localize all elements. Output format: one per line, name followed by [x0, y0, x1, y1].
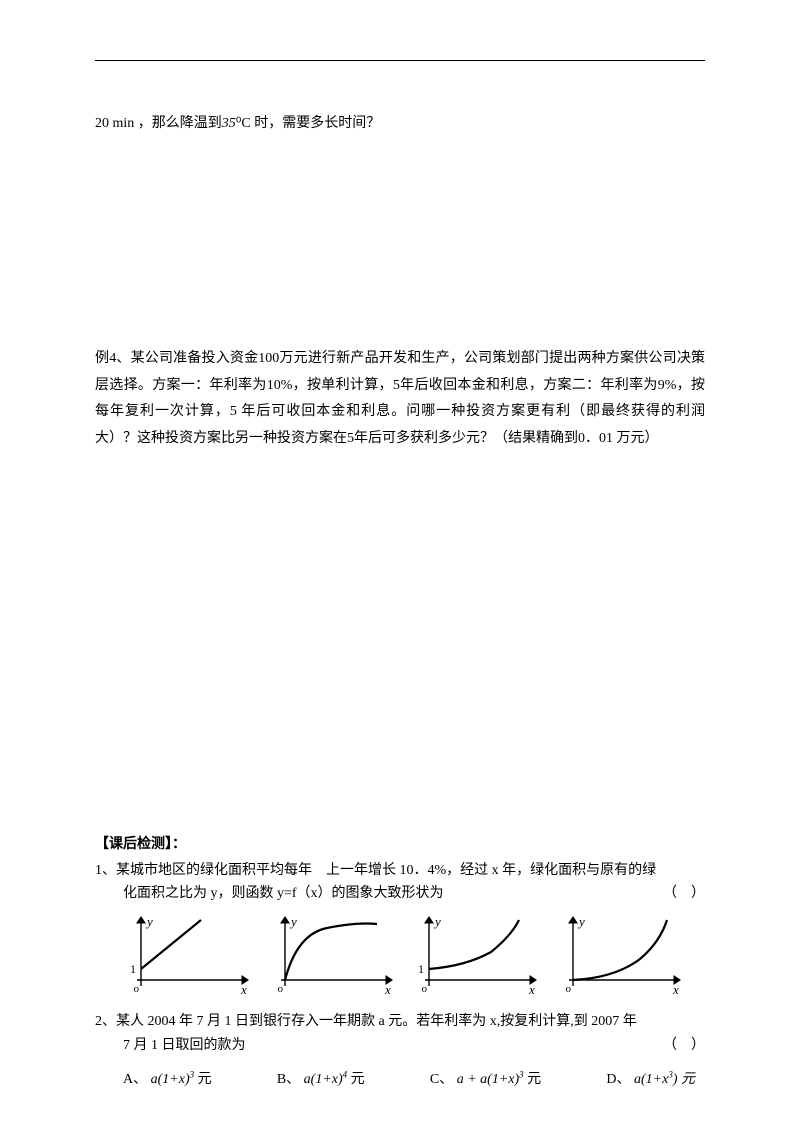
option-a-post: 元 [198, 1072, 212, 1087]
intro-pre: 20 min ，那么降温到 [95, 116, 222, 131]
option-c-post: 元 [527, 1072, 541, 1087]
svg-text:y: y [433, 914, 441, 929]
options-row: A、 a(1+x)3 元 B、 a(1+x)4 元 C、 a + a(1+x)3… [95, 1058, 705, 1088]
option-c-label: C、 [430, 1072, 453, 1087]
option-c-sup: 3 [519, 1069, 524, 1079]
q2-line1: 2、某人 2004 年 7 月 1 日到银行存入一年期款 a 元。若年利率为 x… [95, 1010, 705, 1034]
intro-unit: ⁰C [236, 116, 251, 131]
svg-text:o: o [566, 983, 572, 994]
option-c: C、 a + a(1+x)3 元 [430, 1068, 541, 1088]
option-b-sup: 4 [343, 1069, 348, 1079]
svg-text:x: x [240, 982, 247, 994]
option-a: A、 a(1+x)3 元 [123, 1068, 212, 1088]
chart-b: y x o [267, 914, 397, 994]
intro-line: 20 min ，那么降温到35⁰C 时，需要多长时间？ [95, 111, 705, 136]
svg-text:1: 1 [418, 962, 424, 976]
option-b: B、 a(1+x)4 元 [277, 1068, 365, 1088]
svg-text:x: x [528, 982, 535, 994]
svg-text:x: x [384, 982, 391, 994]
chart-row: y x o 1 y x o y x o 1 y x o [95, 910, 705, 1004]
option-d-label: D、 [606, 1072, 630, 1087]
option-a-sup: 3 [190, 1069, 195, 1079]
q2-text-a: 某人 2004 年 7 月 1 日到银行存入一年期款 a 元。若年利率为 x,按… [116, 1014, 637, 1029]
option-a-label: A、 [123, 1072, 147, 1087]
top-rule [95, 60, 705, 61]
option-d: D、 a(1+x3) 元 [606, 1068, 695, 1088]
option-d-post: ) 元 [673, 1072, 695, 1087]
svg-text:x: x [672, 982, 679, 994]
q1-line2: 化面积之比为 y，则函数 y=f（x）的图象大致形状为 （ ） [95, 882, 705, 906]
q1-text-a: 某城市地区的绿化面积平均每年 上一年增长 10．4%，经过 x 年，绿化面积与原… [116, 863, 656, 878]
option-a-pre: a(1+x) [151, 1072, 190, 1087]
chart-a: y x o 1 [123, 914, 253, 994]
q1-text-b: 化面积之比为 y，则函数 y=f（x）的图象大致形状为 [123, 886, 444, 901]
page: 20 min ，那么降温到35⁰C 时，需要多长时间？ 例4、某公司准备投入资金… [0, 0, 800, 1128]
question-1: 1、某城市地区的绿化面积平均每年 上一年增长 10．4%，经过 x 年，绿化面积… [95, 859, 705, 907]
option-b-pre: a(1+x) [304, 1072, 343, 1087]
svg-text:y: y [289, 914, 297, 929]
option-b-post: 元 [351, 1072, 365, 1087]
q2-text-b: 7 月 1 日取回的款为 [123, 1038, 246, 1053]
chart-d: y x o [555, 914, 685, 994]
intro-post: 时，需要多长时间？ [251, 116, 381, 131]
svg-text:o: o [422, 983, 428, 994]
svg-text:y: y [145, 914, 153, 929]
question-2: 2、某人 2004 年 7 月 1 日到银行存入一年期款 a 元。若年利率为 x… [95, 1010, 705, 1058]
q2-num: 2、 [95, 1014, 116, 1029]
svg-text:1: 1 [130, 962, 136, 976]
chart-c: y x o 1 [411, 914, 541, 994]
q1-line1: 1、某城市地区的绿化面积平均每年 上一年增长 10．4%，经过 x 年，绿化面积… [95, 859, 705, 883]
q1-num: 1、 [95, 863, 116, 878]
example-4-text: 某公司准备投入资金100万元进行新产品开发和生产，公司策划部门提出两种方案供公司… [95, 351, 705, 446]
q2-paren: （ ） [663, 1034, 705, 1058]
option-b-label: B、 [277, 1072, 300, 1087]
intro-temp: 35 [222, 116, 236, 131]
example-4: 例4、某公司准备投入资金100万元进行新产品开发和生产，公司策划部门提出两种方案… [95, 346, 705, 452]
option-d-pre: a(1+x [634, 1072, 668, 1087]
option-c-pre: a + a(1+x) [457, 1072, 519, 1087]
example-4-label: 例4、 [95, 351, 131, 366]
q2-line2: 7 月 1 日取回的款为 （ ） [95, 1034, 705, 1058]
section-title: 【课后检测】： [95, 833, 705, 853]
svg-text:y: y [577, 914, 585, 929]
svg-text:o: o [278, 983, 284, 994]
svg-text:o: o [134, 983, 140, 994]
q1-paren: （ ） [663, 882, 705, 906]
